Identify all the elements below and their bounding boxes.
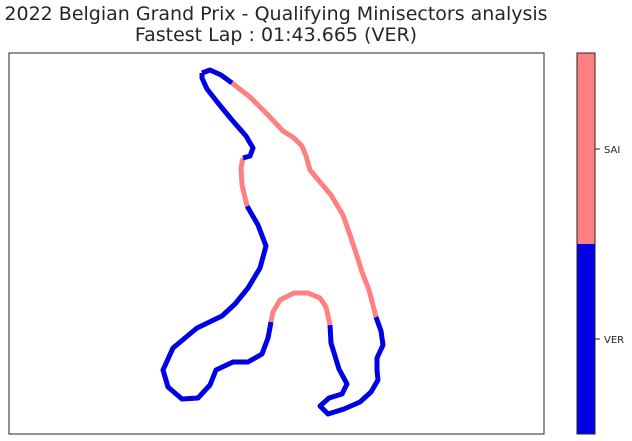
colorbar-segment-ver: [577, 244, 595, 434]
track-segment-ver-1: [201, 67, 234, 86]
track-segment-ver-3: [317, 316, 386, 417]
colorbar: SAI VER: [576, 52, 624, 435]
chart-title: 2022 Belgian Grand Prix - Qualifying Min…: [4, 3, 548, 25]
track-segment-ver-7: [199, 73, 256, 161]
chart-subtitle: Fastest Lap : 01:43.665 (VER): [134, 24, 418, 46]
track-segment-ver-5: [160, 204, 274, 402]
colorbar-label-sai: SAI: [604, 145, 620, 156]
colorbar-label-ver: VER: [604, 335, 624, 346]
track-layer: [160, 67, 386, 417]
colorbar-segment-sai: [577, 53, 595, 244]
track-segment-sai-4: [268, 290, 333, 326]
track-segment-sai-2: [230, 81, 379, 318]
colorbar-frame: [576, 52, 596, 435]
track-segment-sai-6: [238, 157, 250, 207]
plot-frame: [8, 52, 545, 435]
